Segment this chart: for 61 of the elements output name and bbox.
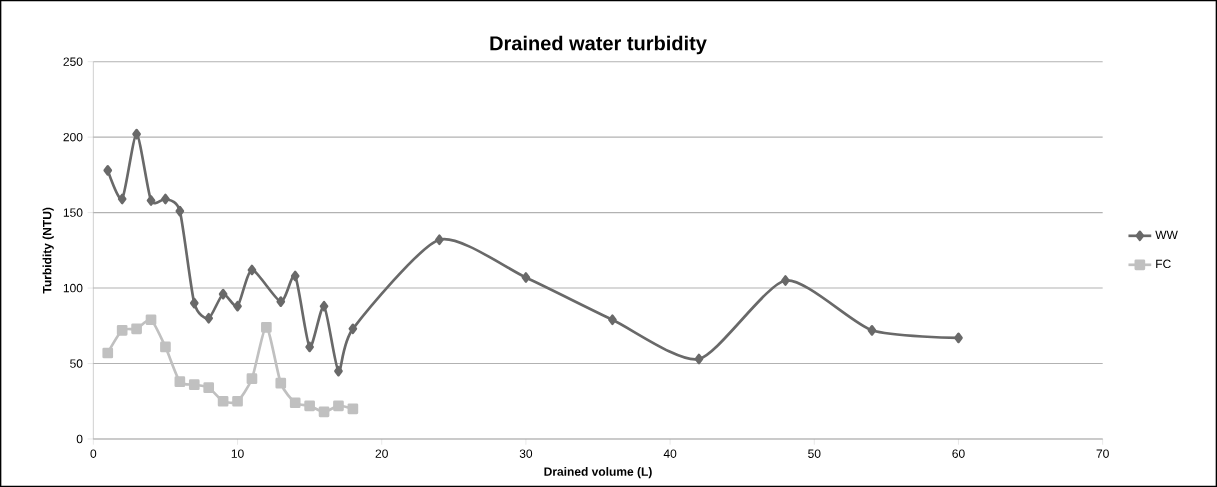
- x-tick-label: 20: [375, 449, 388, 458]
- point: [319, 300, 329, 312]
- point: [318, 406, 330, 418]
- point: [781, 275, 790, 286]
- point: [131, 323, 142, 335]
- point: [347, 403, 359, 415]
- point: [218, 288, 228, 300]
- point: [102, 347, 114, 359]
- point: [521, 272, 531, 283]
- point: [305, 341, 314, 353]
- x-tick-label: 50: [808, 449, 821, 458]
- x-tick-label: 30: [519, 449, 533, 458]
- legend-label: FC: [1156, 259, 1171, 269]
- point: [203, 382, 215, 394]
- y-tick-label: 150: [63, 208, 83, 217]
- point: [204, 312, 214, 324]
- y-tick-label: 100: [63, 283, 83, 293]
- point: [290, 270, 300, 282]
- point: [146, 195, 156, 206]
- point: [867, 324, 877, 336]
- point: [304, 400, 315, 412]
- point: [189, 297, 199, 309]
- x-tick-label: 0: [90, 449, 97, 458]
- point: [175, 205, 185, 217]
- point: [160, 341, 171, 353]
- point: [694, 353, 704, 365]
- point: [954, 332, 963, 344]
- point: [145, 314, 157, 326]
- point: [217, 395, 229, 407]
- point: [608, 314, 617, 326]
- legend-label: WW: [1155, 230, 1178, 239]
- point: [289, 397, 301, 409]
- x-tick-label: 60: [952, 449, 965, 458]
- point: [333, 400, 344, 412]
- point: [117, 193, 127, 205]
- x-tick-label: 70: [1096, 449, 1109, 458]
- point: [348, 323, 358, 335]
- y-tick-label: 250: [63, 57, 83, 66]
- point: [232, 395, 243, 407]
- point: [276, 296, 286, 307]
- point: [334, 365, 343, 377]
- point: [246, 373, 258, 384]
- y-axis-title: Turbidity (NTU): [42, 207, 54, 294]
- point: [275, 377, 287, 389]
- x-axis-title: Drained volume (L): [544, 467, 652, 479]
- y-tick-label: 50: [70, 359, 83, 368]
- chart-title: Drained water turbidity: [490, 35, 707, 55]
- x-tick-label: 40: [663, 449, 677, 458]
- point: [261, 321, 272, 333]
- point: [188, 379, 200, 391]
- point: [233, 300, 242, 312]
- x-tick-label: 10: [231, 449, 244, 458]
- point: [132, 128, 141, 140]
- point: [174, 376, 186, 387]
- point: [435, 234, 444, 246]
- point: [103, 165, 113, 176]
- point: [116, 324, 128, 336]
- point: [161, 193, 170, 205]
- y-tick-label: 0: [76, 434, 83, 444]
- y-tick-label: 200: [63, 132, 83, 142]
- point: [247, 264, 257, 276]
